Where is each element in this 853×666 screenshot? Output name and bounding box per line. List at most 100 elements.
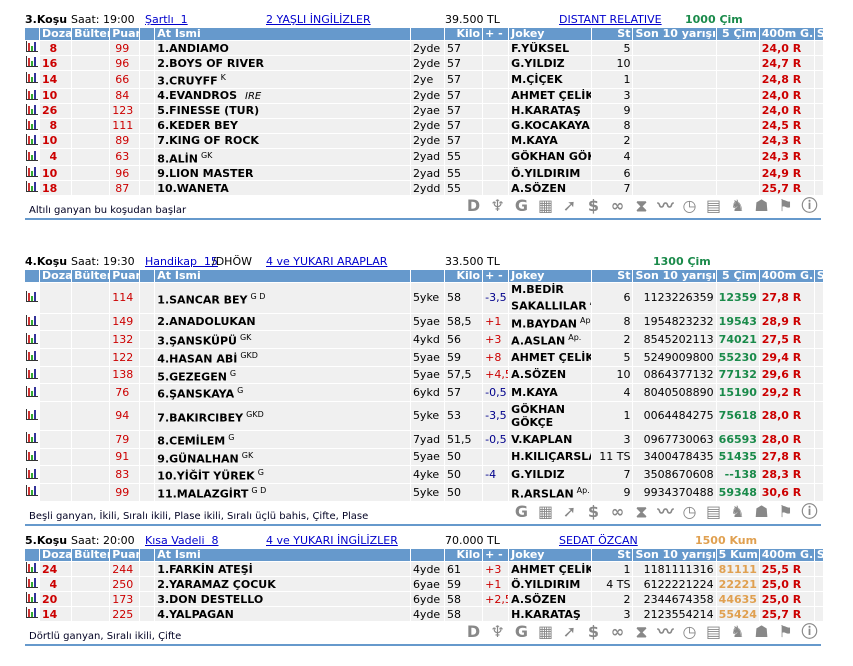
horse-name[interactable]: 3.CRUYFF (157, 74, 218, 88)
checkered-flag-icon[interactable]: ⚑ (778, 196, 793, 216)
race-group-link[interactable]: 2 YAŞLI İNGİLİZLER (266, 13, 371, 26)
horse-row[interactable]: 10 84 4.EVANDROS IRE 2yde 57 AHMET ÇELİK … (25, 88, 823, 103)
stats-chart-icon[interactable] (25, 118, 40, 133)
calculator-sheet-icon[interactable]: ▦ (537, 196, 554, 216)
jokey-name[interactable]: M.BEDİR SAKALLILAR (511, 283, 587, 313)
header-s[interactable]: S (814, 270, 823, 282)
binoculars-icon[interactable]: ∞ (610, 196, 625, 216)
horse-name-cell[interactable]: 6.KEDER BEY (155, 118, 410, 133)
horse-row[interactable]: 79 8.CEMİLEM G 7yad 51,5 -0,5 V.KAPLAN 3 … (25, 430, 823, 448)
trophy-icon[interactable]: ♆ (490, 622, 505, 641)
trend-arrow-icon[interactable]: ➚ (562, 196, 577, 216)
jokey-name[interactable]: R.ARSLAN (511, 487, 574, 501)
people-icon[interactable]: ☗ (754, 501, 769, 521)
header-jokey[interactable]: Jokey (509, 28, 592, 40)
jokey-name[interactable]: M.BAYDAN (511, 317, 577, 331)
horse-name-cell[interactable]: 10.WANETA (155, 181, 410, 196)
jokey-name[interactable]: H.KARATAŞ (511, 607, 581, 621)
header-400m[interactable]: 400m G. (759, 549, 814, 561)
stats-chart-icon[interactable] (25, 348, 40, 366)
horse-row[interactable]: 14 225 4.YALPAGAN 4yde 58 H.KARATAŞ 3 21… (25, 607, 823, 621)
jokey-cell[interactable]: V.KAPLAN (509, 430, 592, 448)
race-type-link[interactable]: Şartlı 1 (145, 13, 188, 26)
horse-name-cell[interactable]: 1.FARKİN ATEŞİ (155, 562, 410, 576)
jokey-cell[interactable]: M.KAYA (509, 133, 592, 148)
calculator-icon[interactable]: ▤ (705, 622, 722, 641)
horse-row[interactable]: 26 123 5.FINESSE (TUR) 2yae 57 H.KARATAŞ… (25, 103, 823, 118)
jokey-name[interactable]: GÖKHAN GÖKÇE (511, 150, 591, 164)
jokey-cell[interactable]: G.YILDIZ (509, 56, 592, 70)
trend-arrow-icon[interactable]: ➚ (562, 501, 577, 521)
horse-name[interactable]: 5.GEZEGEN (157, 370, 227, 384)
horse-name[interactable]: 4.YALPAGAN (157, 607, 234, 621)
race-type-link[interactable]: Handikap 15 (145, 255, 218, 268)
dollar-icon[interactable]: $ (587, 501, 600, 521)
record-holder-link[interactable]: SEDAT ÖZCAN (559, 534, 638, 547)
horse-name[interactable]: 7.BAKIRCIBEY (157, 411, 244, 425)
horse-name-cell[interactable]: 8.CEMİLEM G (155, 430, 410, 448)
horse-name[interactable]: 6.ŞANSKAYA (157, 387, 235, 401)
jokey-name[interactable]: V.KAPLAN (511, 432, 573, 446)
horse-name-cell[interactable]: 8.ALİN GK (155, 148, 410, 166)
horse-row[interactable]: 4 250 2.YARAMAZ ÇOCUK 6yae 59 +1 Ö.YILDI… (25, 577, 823, 591)
jokey-name[interactable]: GÖKHAN GÖKÇE (511, 402, 566, 429)
horse-name[interactable]: 8.CEMİLEM (157, 434, 226, 448)
horse-name[interactable]: 1.ANDIAMO (157, 41, 229, 55)
stats-chart-icon[interactable] (25, 148, 40, 166)
horse-head-icon[interactable]: ♞ (730, 196, 745, 216)
horse-name-cell[interactable]: 2.ANADOLUKAN (155, 313, 410, 331)
header-dozaj[interactable]: Dozaj (40, 28, 72, 40)
header-plus-minus[interactable]: + - (483, 549, 509, 561)
hourglass-icon[interactable]: ⧗ (635, 196, 648, 216)
horse-row[interactable]: 18 87 10.WANETA 2ydd 55 A.SÖZEN 7 25,7 R (25, 181, 823, 196)
horse-name[interactable]: 4.HASAN ABİ (157, 352, 238, 366)
horse-head-icon[interactable]: ♞ (730, 501, 745, 521)
jokey-name[interactable]: AHMET ÇELİK (511, 89, 592, 103)
horse-row[interactable]: 10 89 7.KING OF ROCK 2yde 57 M.KAYA 2 24… (25, 133, 823, 148)
header-puan[interactable]: Puan (110, 549, 140, 561)
header-bulten[interactable]: Bülten (72, 28, 110, 40)
jokey-cell[interactable]: AHMET ÇELİK (509, 88, 592, 103)
calculator-sheet-icon[interactable]: ▦ (537, 622, 554, 641)
jokey-name[interactable]: H.KARATAŞ (511, 104, 581, 118)
horse-name[interactable]: 8.ALİN (157, 152, 198, 166)
horse-row[interactable]: 16 96 2.BOYS OF RIVER 2yde 57 G.YILDIZ 1… (25, 56, 823, 70)
calculator-icon[interactable]: ▤ (705, 501, 722, 521)
header-at-ismi[interactable]: At İsmi (155, 549, 410, 561)
header-son10[interactable]: Son 10 yarışı (633, 549, 716, 561)
info-icon[interactable]: ⓘ (801, 622, 818, 641)
hourglass-icon[interactable]: ⧗ (635, 622, 648, 641)
header-son10[interactable]: Son 10 yarışı (633, 270, 716, 282)
g-icon[interactable]: G (514, 622, 529, 641)
header-surface-form[interactable]: 5 Çim (716, 28, 759, 40)
header-jokey[interactable]: Jokey (509, 270, 592, 282)
stats-chart-icon[interactable] (25, 56, 40, 70)
stats-chart-icon[interactable] (25, 384, 40, 401)
jokey-name[interactable]: F.YÜKSEL (511, 41, 570, 55)
stats-chart-icon[interactable] (25, 71, 40, 88)
jokey-cell[interactable]: H.KARATAŞ (509, 103, 592, 118)
stopwatch-icon[interactable]: ◷ (682, 501, 697, 521)
race-type-link[interactable]: Kısa Vadeli 8 (145, 534, 219, 547)
horse-row[interactable]: 8 111 6.KEDER BEY 2yde 57 G.KOCAKAYA 8 2… (25, 118, 823, 133)
horse-name[interactable]: 11.MALAZGİRT (157, 487, 249, 501)
stats-chart-icon[interactable] (25, 430, 40, 448)
dollar-icon[interactable]: $ (587, 196, 600, 216)
jokey-name[interactable]: G.YILDIZ (511, 468, 565, 482)
stats-chart-icon[interactable] (25, 313, 40, 331)
jokey-cell[interactable]: G.KOCAKAYA (509, 118, 592, 133)
horse-name-cell[interactable]: 1.ANDIAMO (155, 41, 410, 55)
horse-name-cell[interactable]: 6.ŞANSKAYA G (155, 384, 410, 401)
stats-chart-icon[interactable] (25, 133, 40, 148)
jokey-name[interactable]: G.YILDIZ (511, 56, 565, 70)
calculator-sheet-icon[interactable]: ▦ (537, 501, 554, 521)
header-son10[interactable]: Son 10 yarışı (633, 28, 716, 40)
stats-chart-icon[interactable] (25, 88, 40, 103)
horse-name-cell[interactable]: 7.KING OF ROCK (155, 133, 410, 148)
horse-name[interactable]: 6.KEDER BEY (157, 119, 238, 133)
line-chart-icon[interactable]: 〰 (657, 196, 674, 216)
header-st[interactable]: St (592, 549, 633, 561)
horse-name-cell[interactable]: 4.EVANDROS IRE (155, 88, 410, 103)
header-plus-minus[interactable]: + - (483, 270, 509, 282)
